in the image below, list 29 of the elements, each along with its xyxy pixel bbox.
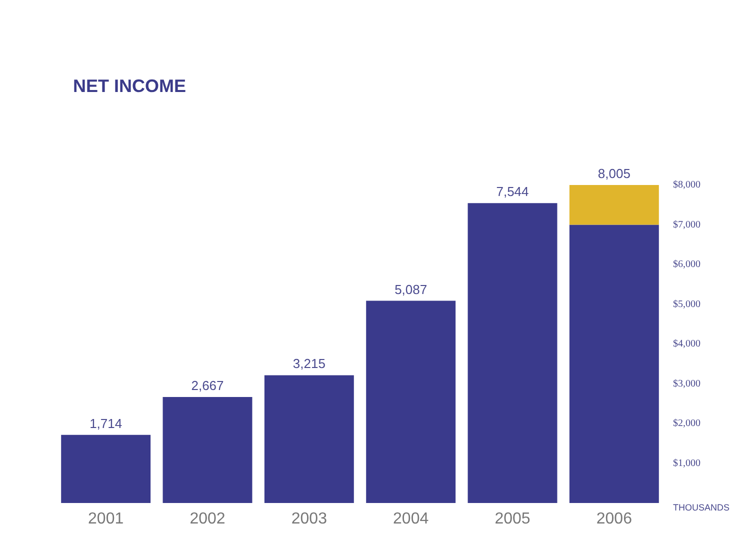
bar xyxy=(61,434,151,503)
y-tick-label: $7,000 xyxy=(673,219,700,230)
total-label: 5,087 xyxy=(394,282,428,297)
bar xyxy=(468,203,558,503)
total-label: 3,215 xyxy=(292,356,326,372)
bar xyxy=(366,300,456,503)
x-tick-label: 2003 xyxy=(291,510,328,528)
bar xyxy=(162,396,252,503)
y-tick-label: $6,000 xyxy=(673,259,700,270)
x-tick-label: 2004 xyxy=(393,510,429,528)
total-label: 8,005 xyxy=(598,166,630,181)
total-label: 1,714 xyxy=(90,416,122,431)
y-tick-label: $8,000 xyxy=(673,180,700,190)
x-tick-label: 2006 xyxy=(596,510,632,528)
total-label: 7,544 xyxy=(496,184,529,200)
x-tick-label: 2005 xyxy=(494,510,530,528)
chart-title: NET INCOME xyxy=(73,76,186,96)
y-tick-label: $1,000 xyxy=(673,458,700,469)
bar xyxy=(569,224,659,503)
y-tick-label: $5,000 xyxy=(673,298,700,310)
y-tick-label: $2,000 xyxy=(673,418,700,429)
y-tick-label: $3,000 xyxy=(673,378,700,390)
x-tick-label: 2001 xyxy=(88,510,124,528)
bar xyxy=(569,185,659,225)
x-tick-label: 2002 xyxy=(190,510,226,528)
bar xyxy=(264,375,354,503)
y-tick-label: $4,000 xyxy=(673,338,700,350)
total-label: 2,667 xyxy=(191,378,224,393)
y-axis-title: THOUSANDS xyxy=(673,502,730,512)
